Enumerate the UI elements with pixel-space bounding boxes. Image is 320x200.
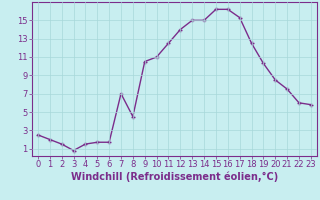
X-axis label: Windchill (Refroidissement éolien,°C): Windchill (Refroidissement éolien,°C) xyxy=(71,172,278,182)
